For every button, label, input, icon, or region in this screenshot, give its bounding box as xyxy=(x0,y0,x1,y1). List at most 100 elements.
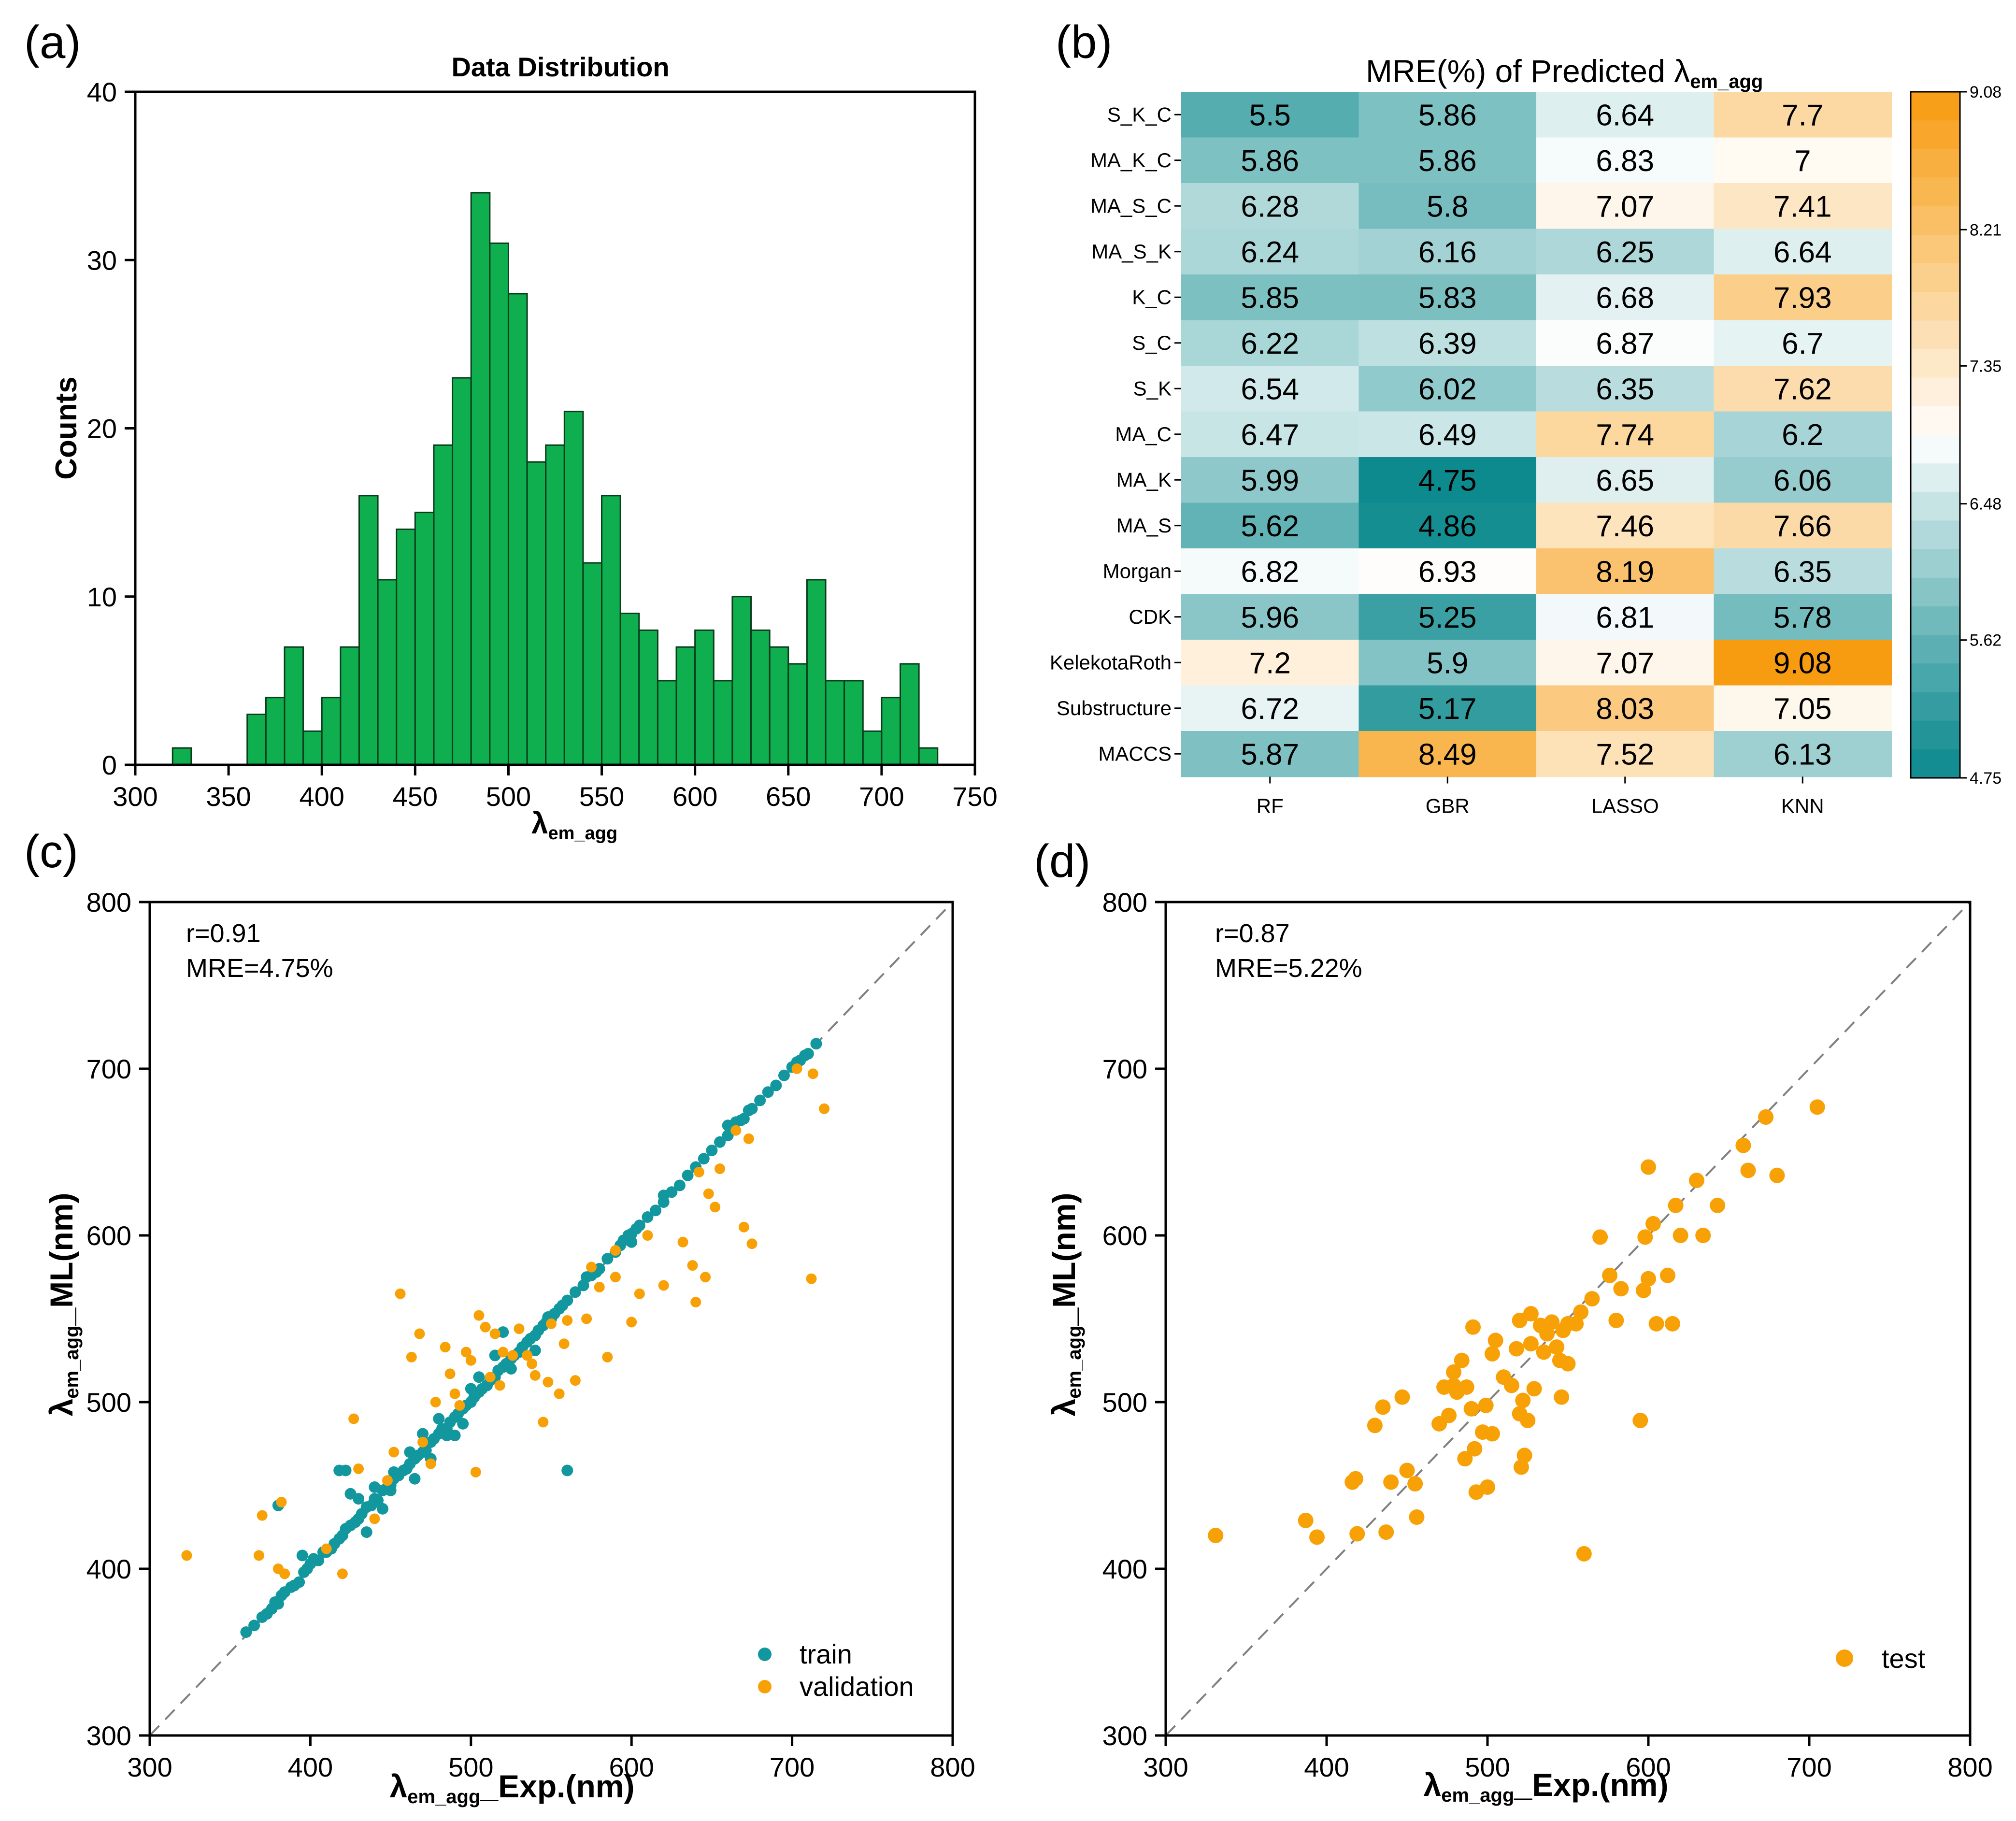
legend-train-label: train xyxy=(800,1639,852,1669)
colorbar-segment xyxy=(1911,292,1960,321)
heatmap-cell xyxy=(1181,137,1359,184)
colorbar-segment xyxy=(1911,435,1960,464)
histogram-x-tick-label: 300 xyxy=(113,781,157,812)
scatter-c-x-tick-label: 500 xyxy=(448,1752,493,1782)
heatmap-column-label: LASSO xyxy=(1591,795,1659,817)
heatmap-cell-value: 6.13 xyxy=(1773,738,1832,771)
heatmap-cell-value: 6.47 xyxy=(1241,418,1299,452)
colorbar-segment xyxy=(1911,120,1960,150)
scatter-d-test-point xyxy=(1513,1459,1529,1475)
scatter-d-test-point xyxy=(1632,1412,1648,1428)
scatter-d-test-point xyxy=(1523,1336,1539,1352)
scatter-c-validation-point xyxy=(440,1342,451,1353)
heatmap-cell xyxy=(1714,92,1892,138)
scatter-c-validation-point xyxy=(489,1328,500,1339)
scatter-d-test-point xyxy=(1648,1316,1664,1332)
scatter-c-validation-point xyxy=(454,1400,465,1411)
scatter-c-validation-point xyxy=(473,1310,485,1321)
scatter-d-test-point xyxy=(1298,1512,1314,1528)
heatmap-cell-value: 7.07 xyxy=(1596,190,1654,223)
heatmap-cell xyxy=(1714,183,1892,229)
colorbar-tick-label: 8.21 xyxy=(1970,221,2002,239)
scatter-c-train-point xyxy=(581,1271,593,1283)
scatter-c-validation-point xyxy=(819,1103,830,1114)
scatter-d-test-point xyxy=(1208,1528,1224,1543)
heatmap-row-label: MA_S_K xyxy=(1091,240,1172,263)
scatter-c-validation-point xyxy=(581,1313,592,1324)
histogram-bar xyxy=(172,747,192,766)
histogram-bar xyxy=(545,444,565,766)
heatmap-cell-value: 7.93 xyxy=(1773,281,1832,315)
heatmap-cell xyxy=(1181,685,1359,731)
scatter-d-test-point xyxy=(1512,1406,1528,1422)
colorbar-segment xyxy=(1911,549,1960,578)
scatter-d-test-point xyxy=(1523,1306,1539,1322)
colorbar-segment xyxy=(1911,206,1960,235)
scatter-c-train-point xyxy=(404,1446,416,1458)
colorbar-tick-label: 9.08 xyxy=(1970,83,2002,101)
heatmap-cell xyxy=(1714,685,1892,731)
scatter-d-test-point xyxy=(1394,1389,1410,1405)
heatmap-cell-value: 8.49 xyxy=(1418,738,1477,771)
heatmap-row-label: Morgan xyxy=(1103,559,1172,582)
panel-a-histogram: (a) Data Distribution 300 350 400 450 500 550… xyxy=(24,16,998,844)
heatmap-cell xyxy=(1181,594,1359,640)
scatter-d-test-point xyxy=(1710,1197,1726,1213)
scatter-c-train-point xyxy=(417,1428,429,1440)
colorbar-segment xyxy=(1911,749,1960,778)
heatmap-cell-value: 6.22 xyxy=(1241,327,1299,360)
heatmap-cell-value: 7.62 xyxy=(1773,373,1832,406)
scatter-c-train-point xyxy=(673,1179,686,1191)
heatmap-row-label: MACCS xyxy=(1098,742,1172,765)
heatmap-cell xyxy=(1181,640,1359,686)
heatmap-cell-value: 6.68 xyxy=(1596,281,1654,315)
scatter-c-train-point xyxy=(369,1481,381,1493)
legend-test-marker xyxy=(1836,1649,1853,1667)
scatter-c-mre-annotation: MRE=4.75% xyxy=(186,954,333,983)
scatter-d-test-point xyxy=(1544,1314,1560,1330)
heatmap-cell xyxy=(1714,366,1892,412)
scatter-c-validation-point xyxy=(465,1355,476,1366)
colorbar-segment xyxy=(1911,520,1960,550)
legend-validation-label: validation xyxy=(800,1671,914,1702)
histogram-bar xyxy=(340,646,360,766)
heatmap-cell xyxy=(1181,274,1359,321)
histogram-bar xyxy=(750,629,771,766)
scatter-c-validation-point xyxy=(806,1273,817,1284)
scatter-d-test-point xyxy=(1478,1397,1494,1413)
scatter-c-train-point xyxy=(293,1576,305,1588)
heatmap-cell xyxy=(1536,685,1715,731)
histogram-bar xyxy=(806,579,827,766)
heatmap-cell-value: 4.75 xyxy=(1418,464,1477,497)
scatter-d-test-point xyxy=(1549,1339,1565,1355)
panel-d-letter: (d) xyxy=(1034,835,1090,887)
scatter-d-test-point xyxy=(1457,1451,1473,1467)
scatter-c-validation-point xyxy=(257,1510,268,1521)
scatter-c-train-point xyxy=(698,1153,710,1165)
scatter-c-validation-point xyxy=(254,1550,265,1561)
heatmap-cell xyxy=(1358,229,1537,275)
heatmap-cell xyxy=(1358,457,1537,503)
scatter-c-validation-point xyxy=(348,1413,359,1424)
histogram-x-tick-label: 550 xyxy=(579,781,624,812)
scatter-d-x-tick-label: 300 xyxy=(1143,1752,1188,1782)
heatmap-cell xyxy=(1536,366,1715,412)
colorbar-segment xyxy=(1911,234,1960,264)
heatmap-cell-value: 8.03 xyxy=(1596,692,1654,726)
histogram-bar xyxy=(321,697,342,766)
scatter-d-test-point xyxy=(1645,1216,1661,1232)
scatter-d-test-point xyxy=(1637,1229,1653,1245)
scatter-d-test-point xyxy=(1378,1524,1394,1540)
colorbar-segment xyxy=(1911,663,1960,693)
histogram-bar xyxy=(675,646,696,766)
legend-train-marker xyxy=(758,1648,772,1661)
scatter-c-train-point xyxy=(465,1383,477,1395)
scatter-c-validation-point xyxy=(369,1513,380,1524)
heatmap-cell-value: 7.66 xyxy=(1773,510,1832,543)
heatmap-cell xyxy=(1181,229,1359,275)
heatmap-cell xyxy=(1358,320,1537,366)
histogram-bar xyxy=(918,747,939,766)
scatter-d-test-point xyxy=(1484,1426,1500,1442)
legend-test-label: test xyxy=(1882,1643,1926,1674)
scatter-c-validation-point xyxy=(514,1323,525,1334)
